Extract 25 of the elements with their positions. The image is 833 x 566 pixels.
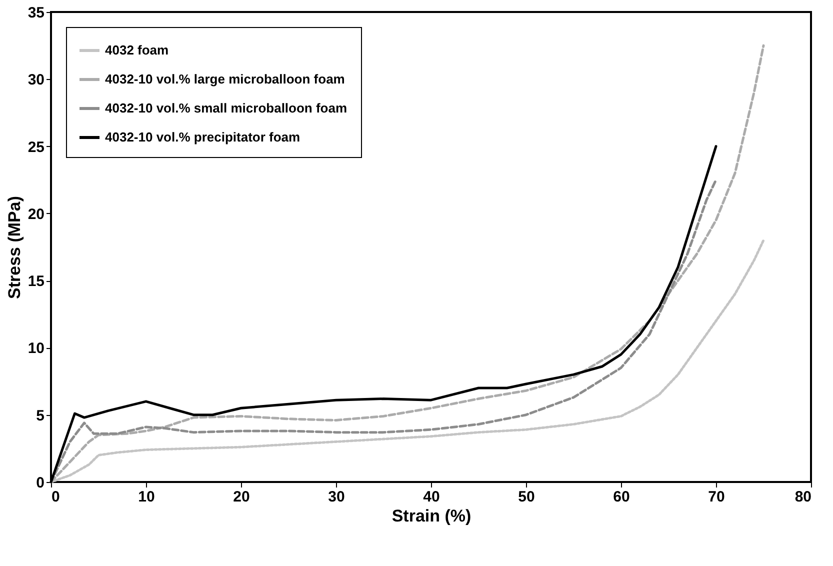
x-tick-label: 30	[328, 488, 345, 506]
x-axis-title: Strain (%)	[392, 506, 472, 526]
x-tick-label: 60	[613, 488, 630, 506]
legend-label: 4032-10 vol.% small microballoon foam	[105, 100, 348, 116]
x-tick-label: 0	[52, 488, 60, 506]
x-tick-label: 20	[233, 488, 250, 506]
y-tick-label: 0	[36, 474, 44, 492]
x-tick-label: 80	[794, 488, 812, 506]
legend-label: 4032-10 vol.% precipitator foam	[105, 130, 300, 144]
x-tick-label: 70	[708, 488, 725, 506]
line-series	[50, 44, 765, 484]
y-tick-label: 35	[28, 4, 44, 22]
y-tick-label: 10	[28, 340, 44, 358]
x-tick-label: 10	[138, 488, 155, 506]
y-tick-label: 30	[28, 72, 44, 89]
y-tick-label: 5	[36, 407, 44, 424]
legend-label: 4032-10 vol.% large microballoon foam	[105, 72, 345, 86]
y-tick-label: 25	[28, 138, 44, 156]
y-axis-title: Stress (MPa)	[4, 196, 24, 299]
y-tick-label: 15	[28, 273, 44, 290]
legend-label: 4032 foam	[105, 42, 169, 58]
x-tick-label: 40	[423, 488, 440, 506]
y-tick-label: 20	[28, 206, 44, 223]
line-series	[50, 239, 765, 484]
x-tick-label: 50	[518, 488, 535, 506]
